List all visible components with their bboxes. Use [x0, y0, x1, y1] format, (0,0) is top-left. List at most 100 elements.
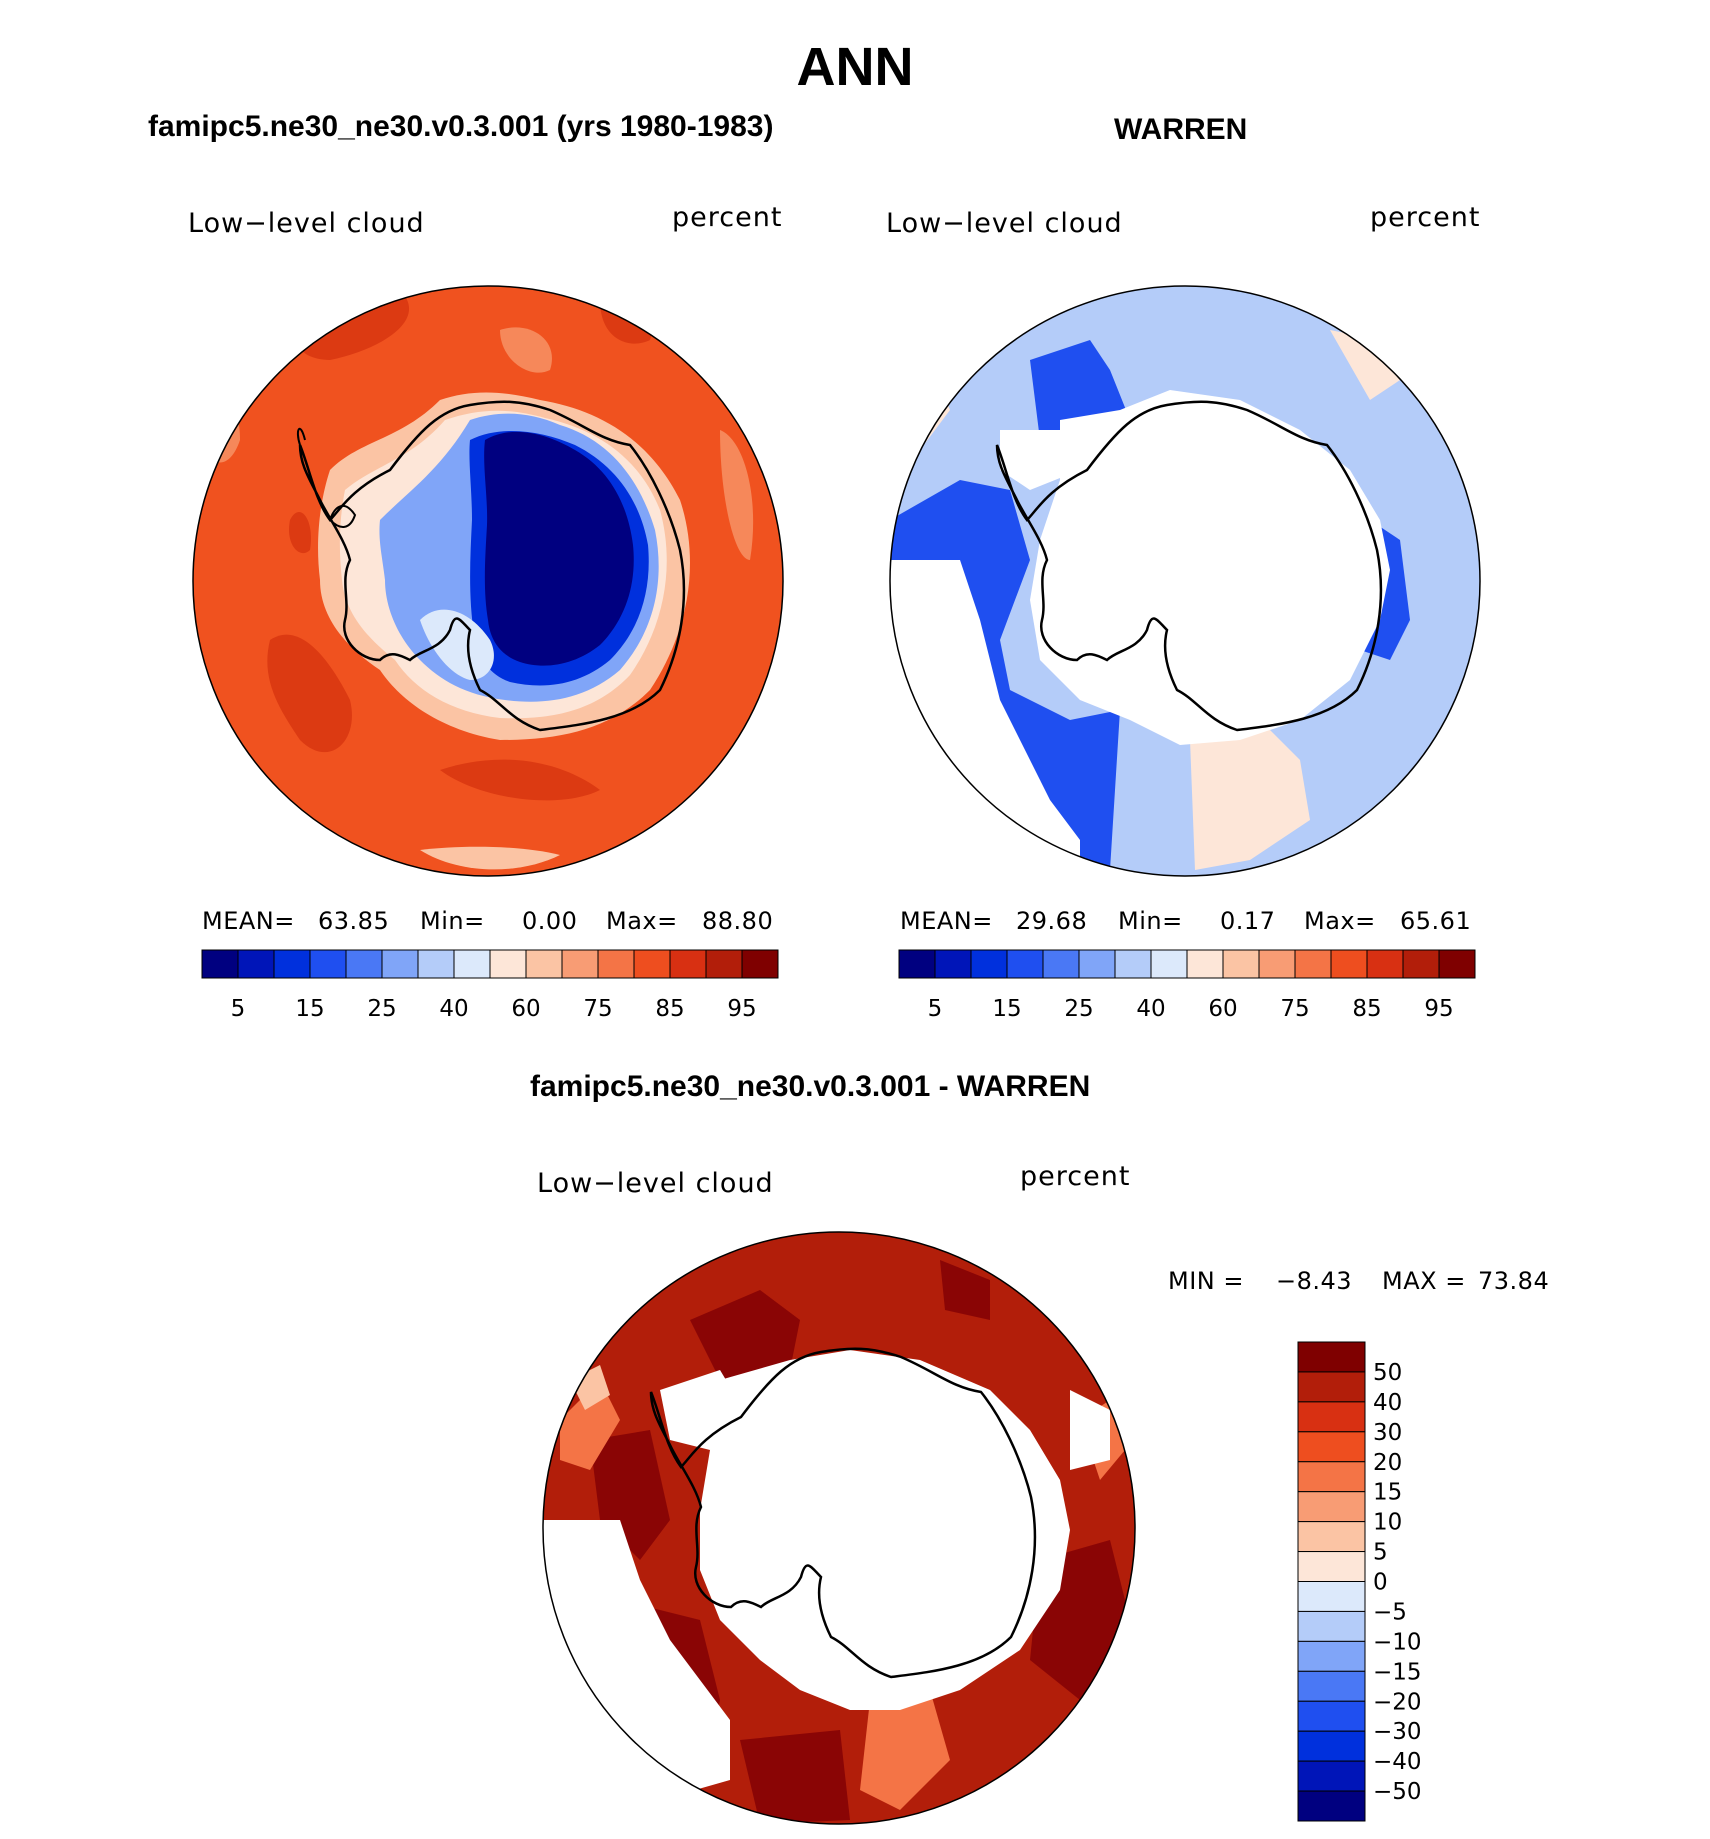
- panel-2-missing-inner: [1030, 390, 1390, 745]
- colorbar-2-swatch: [1006, 949, 1044, 979]
- panel-1-peninsula-coast: [296, 427, 357, 528]
- colorbar-3-swatch: [1297, 1491, 1366, 1523]
- colorbar-2-tick-label: 60: [1208, 996, 1237, 1022]
- colorbar-2-tick-label: 5: [928, 996, 943, 1022]
- colorbar-2-swatch: [898, 949, 936, 979]
- panel-3-dark-patch-4: [740, 1730, 850, 1824]
- panel-3-missing-inner: [700, 1350, 1070, 1710]
- colorbar-3-swatch: [1297, 1521, 1366, 1553]
- panel-2-missing-ring-top: [1000, 430, 1080, 490]
- colorbar-3-swatch: [1297, 1640, 1366, 1672]
- colorbar-panel-2: 5 15 25 40 60 75 85 95: [898, 949, 1476, 1022]
- colorbar-panel-1: 5 15 25 40 60 75 85 95: [201, 949, 779, 1022]
- panel-2-mean-label: MEAN=: [900, 907, 993, 935]
- panel-3-min-value: −8.43: [1276, 1267, 1353, 1295]
- colorbar-3-tick-label: 5: [1373, 1540, 1388, 1566]
- panel-3-title: famipc5.ne30_ne30.v0.3.001 - WARREN: [530, 1070, 1091, 1103]
- colorbar-3-tick-label: 50: [1373, 1360, 1402, 1386]
- colorbar-2-swatch: [1150, 949, 1188, 979]
- colorbar-3-swatch: [1297, 1371, 1366, 1403]
- colorbar-2-swatch: [1114, 949, 1152, 979]
- colorbar-1-tick-label: 15: [295, 996, 324, 1022]
- colorbar-3-tick-label: 15: [1373, 1480, 1402, 1506]
- colorbar-2-tick-label: 40: [1136, 996, 1165, 1022]
- colorbar-1-swatch: [525, 949, 563, 979]
- panel-1-units-label: percent: [672, 202, 783, 233]
- panel-2-max-value: 65.61: [1400, 907, 1472, 935]
- panel-3-coastline: [649, 1347, 1037, 1679]
- colorbar-2-swatch: [1222, 949, 1260, 979]
- colorbar-1-tick-label: 95: [727, 996, 756, 1022]
- colorbar-2-swatch: [1042, 949, 1080, 979]
- panel-2-peach-bottom: [1190, 720, 1310, 870]
- colorbar-3-swatch: [1297, 1551, 1366, 1582]
- colorbar-3-tick-label: 30: [1373, 1420, 1402, 1446]
- panel-2-units-label: percent: [1370, 202, 1481, 233]
- panel-3-light-patch-2: [560, 1380, 620, 1470]
- panel-1-dark-patch-5: [289, 511, 311, 554]
- colorbar-3-swatch: [1297, 1461, 1366, 1493]
- panel-2-map: [890, 286, 1480, 876]
- colorbar-1-swatch: [669, 949, 707, 979]
- panel-3-dark-patch-1: [690, 1290, 800, 1380]
- panel-1-variable-label: Low−level cloud: [188, 208, 425, 239]
- colorbar-3-tick-label: −40: [1373, 1749, 1422, 1775]
- panel-1-mean-label: MEAN=: [202, 907, 295, 935]
- colorbar-3-tick-label: −5: [1373, 1599, 1407, 1625]
- panel-1-map: [193, 286, 783, 876]
- colorbar-3-tick-label: −30: [1373, 1719, 1422, 1745]
- panel-2-mean-value: 29.68: [1016, 907, 1088, 935]
- colorbar-2-tick-label: 95: [1424, 996, 1453, 1022]
- panel-3-max-label: MAX =: [1382, 1267, 1466, 1295]
- colorbar-1-swatch: [237, 949, 275, 979]
- colorbar-3-swatch: [1297, 1700, 1366, 1732]
- panel-1-max-label: Max=: [606, 907, 678, 935]
- colorbar-3-tick-label: −10: [1373, 1629, 1422, 1655]
- panel-1-mean-value: 63.85: [318, 907, 390, 935]
- colorbar-3-swatch: [1297, 1760, 1366, 1792]
- colorbar-1-tick-label: 40: [439, 996, 468, 1022]
- panel-3-units-label: percent: [1020, 1161, 1131, 1192]
- panel-1-map-border: [192, 285, 784, 877]
- colorbar-2-tick-label: 15: [992, 996, 1021, 1022]
- panel-3-min-label: MIN =: [1168, 1267, 1244, 1295]
- panel-1-dark-patch-1: [297, 290, 410, 360]
- colorbar-1-swatch: [453, 949, 491, 979]
- figure-title: ANN: [796, 37, 914, 97]
- panel-2-variable-label: Low−level cloud: [886, 208, 1123, 239]
- panel-1-coastline: [298, 400, 686, 732]
- panel-1-light-edge-4: [500, 327, 552, 373]
- panel-1-peninsula-light: [420, 609, 494, 680]
- colorbar-2-swatch: [1366, 949, 1404, 979]
- colorbar-1-tick-label: 25: [367, 996, 396, 1022]
- colorbar-2-swatch: [1294, 949, 1332, 979]
- panel-3-max-value: 73.84: [1478, 1267, 1550, 1295]
- panel-3-variable-label: Low−level cloud: [537, 1168, 774, 1199]
- colorbar-2-swatch: [970, 949, 1008, 979]
- colorbar-2-tick-label: 25: [1064, 996, 1093, 1022]
- panel-1-land-inner: [484, 431, 634, 666]
- colorbar-3-swatch: [1297, 1431, 1366, 1463]
- colorbar-2-tick-label: 85: [1352, 996, 1381, 1022]
- colorbar-3-swatch: [1297, 1790, 1366, 1822]
- panel-1-dark-patch-4: [440, 759, 600, 801]
- colorbar-1-swatch: [597, 949, 635, 979]
- colorbar-1-swatch: [417, 949, 455, 979]
- panel-1-dark-patch-3: [267, 634, 352, 753]
- colorbar-1-swatch: [381, 949, 419, 979]
- panel-3-missing-right: [1070, 1390, 1110, 1470]
- panel-3-dark-patch-6: [940, 1260, 990, 1320]
- colorbar-3-tick-label: −15: [1373, 1659, 1422, 1685]
- colorbar-3-tick-label: 20: [1373, 1450, 1402, 1476]
- panel-2-coastline: [995, 400, 1383, 732]
- panel-1-light-edge-1: [200, 392, 240, 463]
- colorbar-3-swatch: [1297, 1730, 1366, 1762]
- panel-1-max-value: 88.80: [702, 907, 774, 935]
- colorbar-3-tick-label: 40: [1373, 1390, 1402, 1416]
- colorbar-2-swatch: [1402, 949, 1440, 979]
- colorbar-3-swatch: [1297, 1670, 1366, 1702]
- panel-2-map-border: [889, 285, 1481, 877]
- colorbar-1-swatch: [309, 949, 347, 979]
